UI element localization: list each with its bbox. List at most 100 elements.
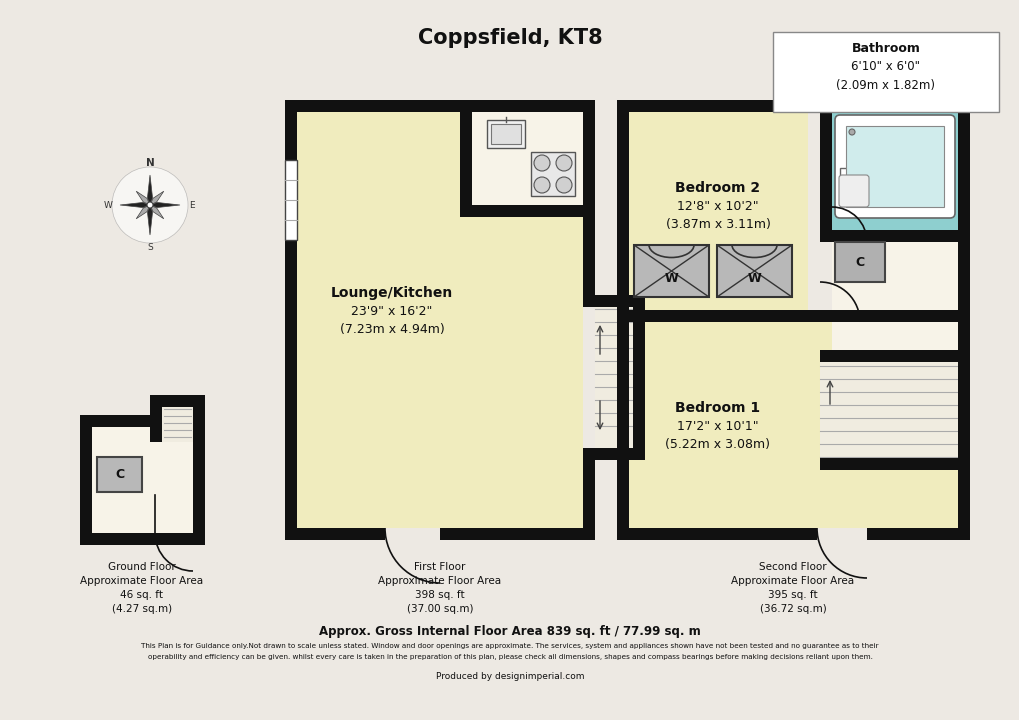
Text: W: W [104,200,112,210]
Text: Ground Floor
Approximate Floor Area
46 sq. ft
(4.27 sq.m): Ground Floor Approximate Floor Area 46 s… [81,562,204,614]
Text: W: W [664,272,678,286]
Bar [193,467,205,533]
Circle shape [555,177,572,193]
Bar [583,100,594,295]
Bar [583,460,594,540]
Bar [845,126,943,207]
Bar [832,112,957,230]
Polygon shape [148,175,153,205]
Text: C: C [115,468,124,481]
Text: Second Floor
Approximate Floor Area
395 sq. ft
(36.72 sq.m): Second Floor Approximate Floor Area 395 … [731,562,854,614]
Polygon shape [150,205,164,219]
Bar [835,242,884,282]
Text: Bedroom 2: Bedroom 2 [675,181,760,195]
Bar [284,100,297,540]
Bar [79,533,205,545]
Polygon shape [120,202,150,207]
Bar [472,112,583,217]
Bar [150,395,162,442]
Text: Bedroom 1: Bedroom 1 [675,401,760,415]
Bar [835,242,884,282]
Circle shape [555,155,572,171]
Bar [819,310,969,322]
Bar [840,250,863,270]
Bar [629,322,957,528]
Bar [284,528,384,540]
Bar [594,307,633,460]
Text: N: N [146,158,154,168]
Bar [840,168,867,206]
Bar [490,124,521,144]
Text: E: E [189,200,195,210]
Polygon shape [150,202,179,207]
Bar [193,427,205,533]
Bar [832,242,957,350]
Text: First Floor
Approximate Floor Area
398 sq. ft
(37.00 sq.m): First Floor Approximate Floor Area 398 s… [378,562,501,614]
Bar [633,295,644,460]
Text: S: S [147,243,153,251]
Text: operability and efficiency can be given. whilst every care is taken in the prepa: operability and efficiency can be given.… [148,654,871,660]
Bar [616,100,969,112]
Bar [616,100,629,540]
Bar [193,427,205,437]
Text: C: C [855,256,864,269]
Text: Coppsfield, KT8: Coppsfield, KT8 [417,28,602,48]
Bar [284,100,594,112]
Circle shape [112,167,187,243]
Bar [150,395,205,407]
Text: Bathroom: Bathroom [851,42,919,55]
Bar [634,245,708,297]
Bar [819,362,957,470]
Circle shape [848,129,854,135]
Bar [616,528,816,540]
Text: W: W [747,272,760,286]
Bar [819,100,832,242]
Bar [716,245,791,297]
Text: 6'10" x 6'0"
(2.09m x 1.82m): 6'10" x 6'0" (2.09m x 1.82m) [836,60,934,92]
Bar [460,112,472,205]
FancyBboxPatch shape [839,175,868,207]
Bar [193,395,205,442]
Text: This Plan is for Guidance only.Not drawn to scale unless stated. Window and door: This Plan is for Guidance only.Not drawn… [141,643,878,649]
Bar [957,100,969,350]
Bar [297,112,583,528]
Bar [97,457,142,492]
Bar [284,160,297,240]
Text: Approx. Gross Internal Floor Area 839 sq. ft / 77.99 sq. m: Approx. Gross Internal Floor Area 839 sq… [319,625,700,638]
Bar [634,245,708,297]
Bar [819,350,969,362]
Bar [92,427,193,533]
Polygon shape [148,205,153,235]
Bar [957,470,969,540]
Bar [79,415,150,427]
Bar [583,295,644,307]
Circle shape [534,155,549,171]
Bar [460,205,594,217]
Bar [629,310,819,322]
Bar [629,112,807,310]
Bar [97,457,142,492]
FancyBboxPatch shape [772,32,998,112]
FancyBboxPatch shape [835,115,954,218]
Polygon shape [150,192,164,205]
Text: 17'2" x 10'1"
(5.22m x 3.08m): 17'2" x 10'1" (5.22m x 3.08m) [664,420,769,451]
Text: Produced by designimperial.com: Produced by designimperial.com [435,672,584,681]
Polygon shape [137,205,150,219]
Bar [531,152,575,196]
Bar [79,415,92,545]
Bar [162,407,205,442]
Bar [819,230,969,242]
Bar [866,528,969,540]
Bar [716,245,791,297]
Circle shape [147,202,153,208]
Bar [819,458,969,470]
Bar [583,448,644,460]
Bar [439,528,594,540]
Polygon shape [137,192,150,205]
Bar [486,120,525,148]
Text: Lounge/Kitchen: Lounge/Kitchen [330,286,452,300]
Circle shape [534,177,549,193]
Text: 12'8" x 10'2"
(3.87m x 3.11m): 12'8" x 10'2" (3.87m x 3.11m) [665,200,769,231]
Bar [957,350,969,470]
Text: 23'9" x 16'2"
(7.23m x 4.94m): 23'9" x 16'2" (7.23m x 4.94m) [339,305,444,336]
